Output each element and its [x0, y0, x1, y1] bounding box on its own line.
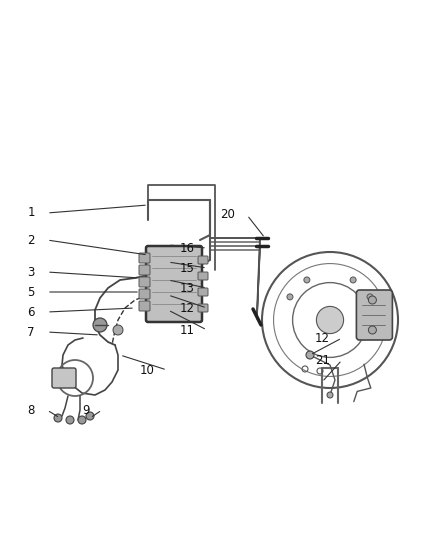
Circle shape [54, 414, 62, 422]
Text: 21: 21 [315, 353, 330, 367]
Text: 10: 10 [140, 364, 155, 376]
Text: 16: 16 [180, 241, 195, 254]
Circle shape [113, 325, 123, 335]
Circle shape [350, 277, 356, 283]
Circle shape [304, 277, 310, 283]
Circle shape [306, 351, 314, 359]
FancyBboxPatch shape [52, 368, 76, 388]
FancyBboxPatch shape [198, 272, 208, 280]
Text: 12: 12 [180, 302, 195, 314]
Circle shape [287, 294, 293, 300]
FancyBboxPatch shape [146, 246, 202, 322]
Text: 8: 8 [28, 403, 35, 416]
Circle shape [368, 296, 376, 304]
Circle shape [367, 294, 373, 300]
Text: 1: 1 [28, 206, 35, 220]
Circle shape [86, 412, 94, 420]
FancyBboxPatch shape [139, 265, 150, 275]
Text: 12: 12 [315, 332, 330, 344]
FancyBboxPatch shape [139, 253, 150, 263]
Circle shape [316, 306, 343, 334]
Text: 11: 11 [180, 324, 195, 336]
FancyBboxPatch shape [139, 289, 150, 299]
Circle shape [93, 318, 107, 332]
Text: 3: 3 [28, 265, 35, 279]
Text: 9: 9 [82, 403, 90, 416]
Text: 6: 6 [28, 305, 35, 319]
Circle shape [78, 416, 86, 424]
Text: 5: 5 [28, 286, 35, 298]
Text: 15: 15 [180, 262, 195, 274]
Circle shape [327, 392, 333, 398]
Circle shape [66, 416, 74, 424]
Text: 13: 13 [180, 281, 195, 295]
FancyBboxPatch shape [139, 301, 150, 311]
Circle shape [368, 326, 376, 334]
FancyBboxPatch shape [198, 304, 208, 312]
FancyBboxPatch shape [357, 290, 392, 340]
FancyBboxPatch shape [139, 277, 150, 287]
Text: 2: 2 [28, 233, 35, 246]
Text: 20: 20 [220, 208, 235, 222]
FancyBboxPatch shape [198, 288, 208, 296]
Text: 7: 7 [28, 326, 35, 338]
FancyBboxPatch shape [198, 256, 208, 264]
